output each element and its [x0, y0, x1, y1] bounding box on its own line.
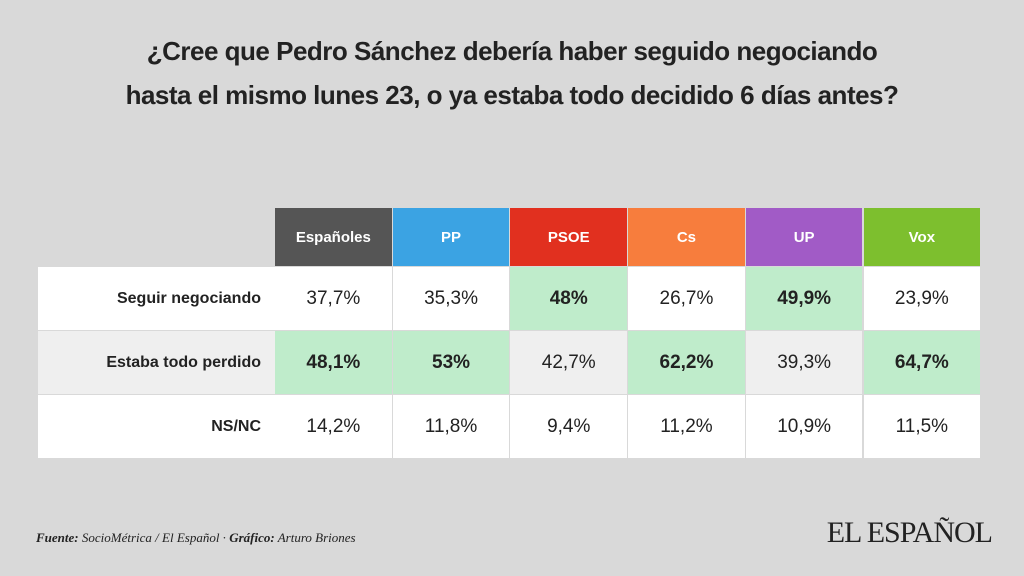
table-cell: 14,2%: [275, 395, 392, 458]
footer: Fuente: SocioMétrica / El Español · Gráf…: [36, 530, 356, 546]
source: SocioMétrica / El Español ·: [81, 530, 226, 545]
table-cell: 39,3%: [745, 331, 863, 394]
table-cell: 9,4%: [510, 395, 628, 458]
table-cell: 10,9%: [745, 395, 863, 458]
column-header: PSOE: [510, 208, 628, 266]
column-header: Españoles: [275, 208, 392, 266]
table-cell: 26,7%: [628, 267, 745, 330]
table-cell: 49,9%: [745, 267, 863, 330]
table-cell: 11,8%: [392, 395, 510, 458]
source-label: Fuente:: [36, 530, 79, 545]
column-header: PP: [392, 208, 510, 266]
row-label: Estaba todo perdido: [38, 331, 275, 394]
table-cell: 37,7%: [275, 267, 392, 330]
column-header: Vox: [863, 208, 981, 266]
row-label: Seguir negociando: [38, 267, 275, 330]
credit-label: Gráfico:: [229, 530, 275, 545]
title-line: hasta el mismo lunes 23, o ya estaba tod…: [125, 80, 899, 110]
table-cell: 48%: [510, 267, 628, 330]
logo: EL ESPAÑOL: [826, 516, 993, 549]
table-cell: 48,1%: [275, 331, 392, 394]
table-cell: 42,7%: [510, 331, 628, 394]
table-cell: 35,3%: [392, 267, 510, 330]
table-cell: 11,2%: [628, 395, 745, 458]
table-cell: 23,9%: [863, 267, 981, 330]
credit: Arturo Briones: [277, 530, 356, 545]
table-cell: 64,7%: [863, 331, 981, 394]
row-label: NS/NC: [38, 395, 275, 458]
table-cell: 11,5%: [863, 395, 981, 458]
table-cell: 62,2%: [628, 331, 745, 394]
column-header: UP: [745, 208, 863, 266]
title-line: ¿Cree que Pedro Sánchez debería haber se…: [146, 36, 878, 66]
column-header: Cs: [628, 208, 745, 266]
table-cell: 53%: [392, 331, 510, 394]
